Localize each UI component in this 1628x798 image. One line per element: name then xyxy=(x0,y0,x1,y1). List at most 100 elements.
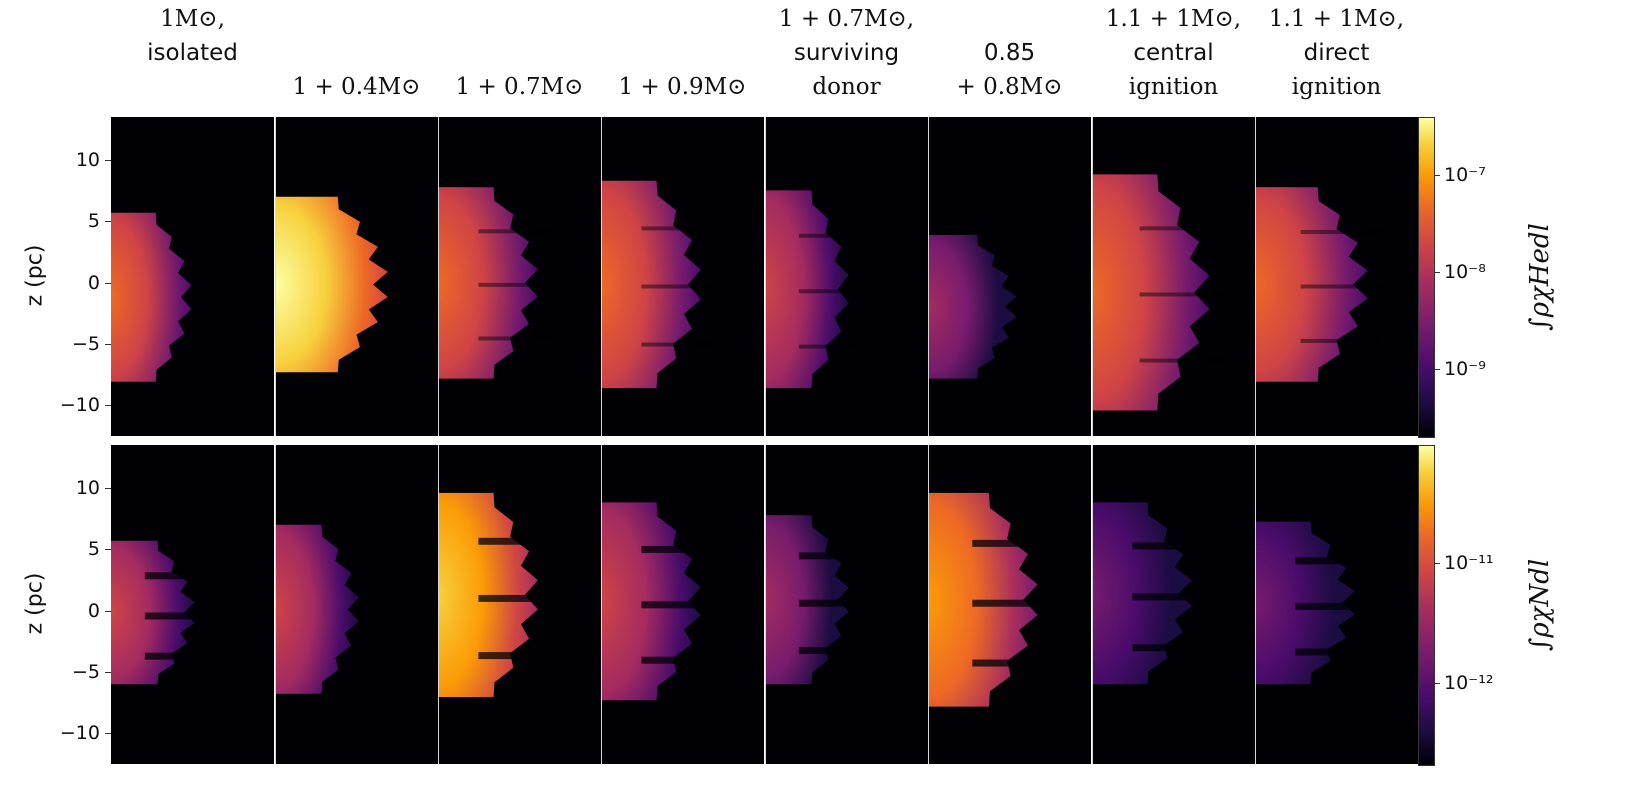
plume-image xyxy=(601,502,713,701)
plume-gap xyxy=(1300,229,1381,234)
plume-shape xyxy=(275,196,388,373)
plume-image xyxy=(1255,187,1381,382)
column-title-line3: + 0.8M⊙ xyxy=(956,74,1063,100)
plume-shape xyxy=(438,187,538,379)
plume-gap xyxy=(1300,284,1381,289)
plume-image xyxy=(765,190,859,389)
column-title-line2: 0.85 xyxy=(983,40,1036,66)
simulation-panel xyxy=(601,445,764,764)
panel-divider xyxy=(928,117,929,436)
plume-gap xyxy=(1300,338,1381,343)
plume-gap xyxy=(1295,602,1367,610)
column-title: 0.85 + 0.8M⊙ xyxy=(925,2,1095,104)
colorbar-label-n: ∫ρχNdl xyxy=(1525,558,1555,652)
plume-gap xyxy=(144,612,205,620)
plume-gap xyxy=(798,344,859,349)
plume-image xyxy=(928,492,1050,707)
plume-gap xyxy=(972,539,1050,547)
simulation-panel xyxy=(765,117,928,436)
column-title-line2: surviving xyxy=(793,40,900,66)
y-tick-label: 0 xyxy=(87,271,100,294)
column-title-line2 xyxy=(435,36,605,70)
y-tick-mark xyxy=(105,343,111,345)
plume-image xyxy=(765,515,859,685)
column-title-line2: central xyxy=(1133,40,1214,66)
panel-divider xyxy=(928,445,929,764)
y-tick-label: −5 xyxy=(71,332,100,355)
plume-shape xyxy=(928,235,1017,379)
panel-divider xyxy=(601,445,602,764)
y-tick-mark xyxy=(105,549,111,551)
y-tick-label: 0 xyxy=(87,599,100,622)
plume-gap xyxy=(478,537,550,545)
column-title-line1 xyxy=(925,2,1095,36)
plume-gap xyxy=(1295,648,1367,656)
colorbar-tick-label: 10⁻¹² xyxy=(1444,672,1494,694)
panel-divider xyxy=(765,445,766,764)
panel-divider xyxy=(765,117,766,436)
y-tick-mark xyxy=(105,405,111,407)
column-title-line2 xyxy=(598,36,768,70)
plume-image xyxy=(1092,174,1223,411)
column-title: 1M⊙, isolated xyxy=(108,2,278,104)
plume-gap xyxy=(641,601,713,609)
plume-gap xyxy=(641,284,713,289)
simulation-panel xyxy=(438,445,601,764)
column-title-line1: 1.1 + 1M⊙, xyxy=(1105,6,1242,32)
simulation-panel xyxy=(1092,117,1255,436)
column-title: 1.1 + 1M⊙, direct ignition xyxy=(1252,2,1422,104)
plume-gap xyxy=(1132,593,1204,601)
y-tick-mark xyxy=(105,282,111,284)
plume-gap xyxy=(144,652,205,660)
column-title-line3: 1 + 0.9M⊙ xyxy=(618,74,747,100)
column-title-line3: 1 + 0.7M⊙ xyxy=(455,74,584,100)
y-axis-label: z (pc) xyxy=(22,244,48,306)
plume-image xyxy=(438,492,550,698)
y-tick-mark xyxy=(105,610,111,612)
y-tick-mark xyxy=(105,159,111,161)
column-title-line2 xyxy=(272,36,442,70)
column-title: 1.1 + 1M⊙, central ignition xyxy=(1089,2,1259,104)
colorbar-n xyxy=(1418,445,1435,766)
colorbar-he xyxy=(1418,117,1435,438)
column-title-line3: ignition xyxy=(1128,74,1219,100)
plume-gap xyxy=(144,572,205,580)
simulation-panel xyxy=(1092,445,1255,764)
plume-gap xyxy=(798,599,859,607)
plume-image xyxy=(1092,502,1204,685)
simulation-panel xyxy=(438,117,601,436)
simulation-panel xyxy=(765,445,928,764)
plume-shape xyxy=(1092,174,1210,411)
simulation-panel xyxy=(1255,445,1418,764)
plume-gap xyxy=(641,656,713,664)
plume-image xyxy=(111,212,192,382)
plume-shape xyxy=(601,502,701,701)
column-title: 1 + 0.9M⊙ xyxy=(598,2,768,104)
plume-gap xyxy=(798,289,859,294)
plume-gap xyxy=(1132,542,1204,550)
panel-divider xyxy=(275,445,276,764)
y-tick-mark xyxy=(105,671,111,673)
plume-shape xyxy=(765,190,849,389)
column-title-line1 xyxy=(435,2,605,36)
plume-gap xyxy=(798,233,859,238)
column-title-line1 xyxy=(598,2,768,36)
plume-gap xyxy=(1139,226,1223,231)
plume-shape xyxy=(601,180,701,389)
plume-gap xyxy=(798,647,859,655)
column-title-line3: ignition xyxy=(1291,74,1382,100)
column-title-line2: isolated xyxy=(147,40,238,66)
plume-image xyxy=(275,196,388,373)
cbar-tick xyxy=(1435,272,1440,273)
plume-image xyxy=(928,235,1017,379)
plume-gap xyxy=(641,342,713,347)
y-tick-mark xyxy=(105,487,111,489)
y-tick-mark xyxy=(105,221,111,223)
column-title-line3 xyxy=(108,70,278,104)
simulation-panel xyxy=(111,117,274,436)
panel-divider xyxy=(438,445,439,764)
plume-gap xyxy=(478,282,550,287)
cbar-tick xyxy=(1435,683,1440,684)
colorbar-tick-label: 10⁻⁷ xyxy=(1444,164,1486,186)
column-title-line3: donor xyxy=(812,74,881,100)
